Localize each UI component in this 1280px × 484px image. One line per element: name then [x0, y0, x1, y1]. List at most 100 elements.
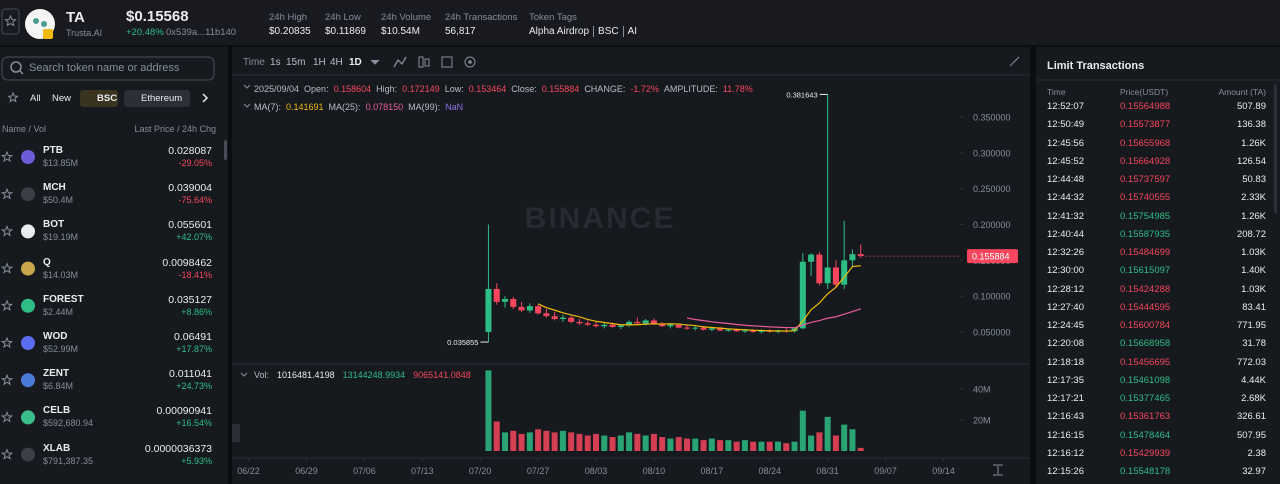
candle-body: [518, 306, 525, 311]
candle-body: [733, 329, 740, 332]
interval-dropdown[interactable]: [370, 59, 380, 65]
token-symbol[interactable]: MCH: [43, 182, 66, 194]
token-price: 0.06491: [174, 331, 212, 343]
search-box[interactable]: [1, 56, 215, 81]
candle-body: [692, 327, 699, 329]
tx-price: 0.15615097: [1120, 265, 1171, 277]
token-symbol[interactable]: CELB: [43, 405, 71, 417]
column-header[interactable]: Name / Vol: [2, 124, 47, 134]
settings-button[interactable]: [468, 60, 472, 64]
volume-bar: [659, 437, 666, 451]
tx-price: 0.15587935: [1120, 228, 1171, 240]
tx-time: 12:27:40: [1047, 301, 1084, 313]
x-tick-label: 08/17: [701, 466, 724, 476]
sidebar-tab[interactable]: New: [52, 93, 72, 104]
token-symbol[interactable]: FOREST: [43, 293, 84, 305]
tx-price: 0.15740555: [1120, 192, 1171, 204]
tx-amount: 83.41: [1242, 301, 1266, 313]
candle-body: [824, 267, 831, 284]
tx-amount: 507.89: [1236, 101, 1266, 112]
indicator-button[interactable]: [393, 56, 407, 68]
interval-button[interactable]: 15m: [286, 57, 306, 68]
favorites-tab[interactable]: [7, 91, 19, 103]
chart-type-button[interactable]: [424, 58, 430, 67]
token-volume: $592,680.94: [43, 418, 94, 429]
tx-time: 12:32:26: [1047, 247, 1084, 258]
volume-bar: [692, 438, 699, 451]
chart-type-button[interactable]: [418, 56, 424, 68]
y-tick-label: 0.250000: [973, 184, 1011, 194]
collapse-arrow[interactable]: [240, 372, 248, 377]
scroll-tabs[interactable]: [202, 93, 209, 103]
tx-price: 0.15484699: [1120, 247, 1171, 258]
candle-body: [725, 329, 732, 331]
token-change: +24.73%: [176, 381, 212, 392]
chain-badge: [43, 29, 53, 39]
interval-button[interactable]: 1D: [349, 57, 362, 68]
tx-amount: 1.26K: [1241, 137, 1266, 149]
favorite-button[interactable]: [1, 8, 20, 35]
settings-button[interactable]: [464, 56, 476, 68]
stat-value: $0.11869: [325, 26, 366, 37]
interval-button[interactable]: 1H: [313, 57, 326, 68]
fullscreen-button[interactable]: [1009, 56, 1020, 67]
volume-value: 1016481.4198: [277, 370, 335, 380]
collapse-arrow[interactable]: [243, 103, 251, 108]
token-icon: [21, 298, 35, 313]
candle-body: [609, 324, 616, 327]
token-symbol[interactable]: WOD: [43, 331, 68, 342]
sidebar-tab[interactable]: All: [30, 93, 41, 104]
x-tick-label: 08/24: [758, 466, 781, 476]
token-symbol[interactable]: PTB: [43, 145, 63, 156]
interval-button[interactable]: 4H: [330, 57, 343, 68]
token-symbol[interactable]: BOT: [43, 219, 65, 231]
tx-price: 0.15377465: [1120, 393, 1171, 404]
tx-time: 12:24:45: [1047, 320, 1084, 331]
side-toggle[interactable]: [232, 424, 240, 442]
contract-address[interactable]: 0x539a...11b140: [166, 27, 237, 38]
info-label: Open:: [304, 84, 329, 94]
volume-bar: [684, 438, 690, 451]
volume-bar: [551, 432, 558, 451]
volume-bar: [667, 438, 674, 451]
info-value: 0.172149: [402, 84, 440, 94]
token-volume: $13.85M: [43, 158, 79, 168]
star-icon: [4, 14, 17, 27]
tx-price: 0.15655968: [1120, 137, 1171, 149]
stat-value: 56,817: [445, 26, 476, 37]
sidebar-tab[interactable]: Ethereum: [124, 90, 190, 107]
tx-time: 12:17:35: [1047, 374, 1084, 386]
token-price: 0.035127: [168, 293, 212, 306]
ma-label: MA(7):: [254, 102, 281, 112]
sidebar-tab[interactable]: BSC: [80, 90, 118, 107]
interval-button[interactable]: 1s: [270, 57, 281, 68]
volume-value: 9065141.0848: [413, 370, 471, 380]
info-value: 0.158604: [333, 84, 372, 94]
token-icon: [21, 336, 35, 350]
candle-body: [634, 321, 641, 324]
token-icon: [21, 224, 35, 239]
tx-amount: 326.61: [1236, 411, 1266, 423]
token-tag[interactable]: AI: [622, 26, 637, 37]
token-symbol[interactable]: XLAB: [43, 442, 71, 454]
ohlc-info: 2025/09/04 Open: 0.158604 High: 0.172149 Low:…: [254, 84, 753, 94]
column-header[interactable]: Last Price / 24h Chg: [134, 124, 216, 134]
token-tag[interactable]: Alpha Airdrop: [529, 26, 590, 37]
token-symbol[interactable]: ZENT: [43, 368, 70, 380]
layout-button[interactable]: [441, 56, 453, 68]
ma-value: NaN: [445, 102, 464, 112]
candle-body: [559, 317, 566, 320]
volume-bar: [750, 441, 757, 451]
token-symbol: TA: [66, 9, 85, 26]
volume-bar: [493, 421, 500, 451]
volume-bar: [733, 441, 740, 451]
token-symbol[interactable]: Q: [43, 256, 51, 268]
price-change: +20.48%: [126, 27, 164, 38]
token-change: -75.64%: [178, 195, 212, 206]
token-tag[interactable]: BSC: [593, 26, 619, 37]
collapse-arrow[interactable]: [243, 84, 251, 89]
tx-amount: 126.54: [1236, 155, 1266, 167]
last-price-label: 0.155884: [972, 252, 1010, 262]
